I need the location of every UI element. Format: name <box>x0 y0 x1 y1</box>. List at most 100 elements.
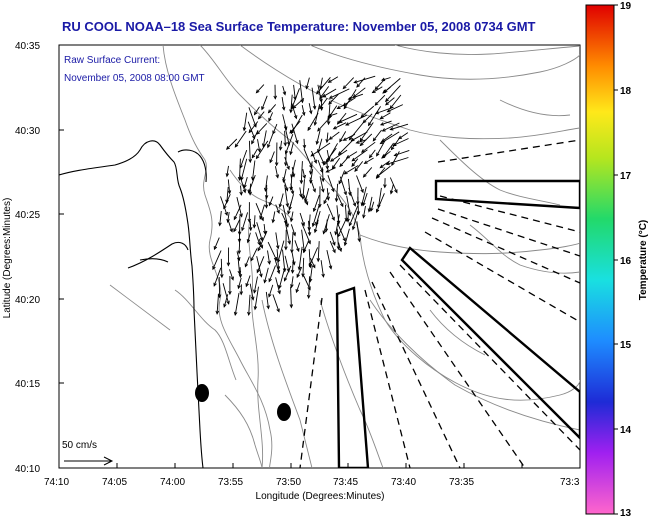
current-vector <box>253 276 258 293</box>
colorbar-tick-label: 17 <box>620 171 632 182</box>
current-vector <box>311 150 317 164</box>
current-vector <box>268 104 277 113</box>
current-vector <box>339 176 347 195</box>
current-vector-head <box>290 269 295 274</box>
current-vector-head <box>355 140 360 144</box>
current-vector <box>360 105 375 118</box>
current-vector <box>326 188 329 200</box>
current-vector <box>315 210 321 226</box>
current-vector <box>339 157 348 167</box>
current-vector-head <box>302 174 307 180</box>
current-vector-head <box>225 173 230 178</box>
current-vector <box>237 257 241 274</box>
overlay-line-1: Raw Surface Current: <box>64 55 160 66</box>
current-vector <box>346 151 358 159</box>
current-vector <box>257 139 261 152</box>
x-axis-label: Longitude (Degrees:Minutes) <box>256 491 385 502</box>
current-vector <box>376 193 385 213</box>
current-vector-head <box>379 164 384 169</box>
current-vector-head <box>318 203 322 209</box>
current-vector-head <box>266 305 270 310</box>
current-vector <box>267 133 274 148</box>
current-vector-head <box>350 137 355 142</box>
y-tick-label: 40:30 <box>15 126 40 137</box>
current-vector-head <box>307 286 311 291</box>
current-vector <box>251 130 259 144</box>
current-vector <box>256 123 268 135</box>
current-vector <box>309 177 316 192</box>
current-vector <box>233 219 241 232</box>
current-vector <box>223 194 231 209</box>
current-vector <box>249 221 252 231</box>
current-vector <box>335 214 340 235</box>
current-vector <box>344 228 350 246</box>
current-vector <box>348 187 356 207</box>
current-vector-head <box>213 282 217 287</box>
current-vector <box>262 130 267 147</box>
colorbar-gradient <box>585 4 615 515</box>
current-vector-head <box>389 127 394 131</box>
y-tick-label: 40:10 <box>15 464 40 475</box>
current-vector-head <box>268 293 272 298</box>
current-vector-head <box>376 152 380 157</box>
current-vector <box>353 87 366 98</box>
current-vector <box>310 161 313 174</box>
current-vector-head <box>237 284 241 290</box>
current-vector-head <box>299 180 304 185</box>
current-vector-head <box>342 137 347 141</box>
current-vector-head <box>343 105 348 110</box>
current-vector-head <box>319 105 323 110</box>
current-vector-head <box>239 291 244 296</box>
current-vector-head <box>289 218 294 223</box>
current-vector <box>234 292 240 316</box>
current-vector-head <box>321 188 325 193</box>
current-vector <box>390 123 409 131</box>
current-vector-head <box>276 269 281 275</box>
current-vector <box>234 130 247 148</box>
current-vector-head <box>302 144 307 150</box>
current-vector <box>249 283 254 300</box>
current-vector-head <box>393 152 398 157</box>
buoy-marker <box>195 384 209 402</box>
current-vector-head <box>319 95 323 100</box>
current-vector <box>310 142 331 157</box>
current-vector-head <box>351 163 356 168</box>
current-vector <box>386 157 409 165</box>
current-vector-head <box>301 222 305 227</box>
current-vector <box>265 195 267 208</box>
current-vector <box>289 120 301 134</box>
current-vector <box>256 140 269 159</box>
current-vector-head <box>227 190 232 195</box>
current-vector-head <box>284 187 289 192</box>
current-vector <box>380 112 391 119</box>
buoy-markers <box>195 384 291 421</box>
current-vector-head <box>264 204 269 209</box>
current-vector <box>309 257 316 268</box>
current-vector-head <box>392 142 397 146</box>
x-tick-label: 73:55 <box>218 477 243 488</box>
current-vector-head <box>223 205 227 210</box>
current-vector-head <box>359 137 364 142</box>
current-vector <box>302 169 306 179</box>
current-vector-head <box>282 91 287 96</box>
current-vector-head <box>259 215 263 220</box>
current-vector-head <box>362 214 366 219</box>
current-vector <box>335 183 339 202</box>
current-vector <box>290 224 296 236</box>
current-vector <box>356 139 367 144</box>
current-vector <box>227 179 231 194</box>
current-vectors <box>212 75 410 317</box>
current-vector <box>374 94 386 106</box>
current-vector <box>264 175 268 192</box>
current-vector-head <box>362 173 367 178</box>
current-vector <box>313 194 320 212</box>
current-vector-head <box>383 184 387 189</box>
current-vector <box>267 250 271 264</box>
current-vector <box>248 174 256 193</box>
current-vector-head <box>336 120 341 125</box>
current-vector-head <box>348 222 353 227</box>
current-vector <box>213 237 220 250</box>
current-vector <box>326 167 336 173</box>
current-vector <box>317 159 324 173</box>
current-vector-head <box>257 247 261 252</box>
